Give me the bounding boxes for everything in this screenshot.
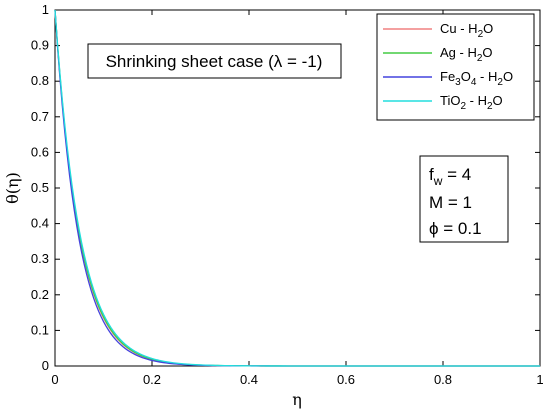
x-tick-label: 0 bbox=[51, 372, 58, 387]
param-fw: fw = 4 bbox=[429, 165, 471, 188]
x-tick-label: 0.2 bbox=[143, 372, 161, 387]
y-tick-label: 0.7 bbox=[31, 109, 49, 124]
y-tick-label: 1 bbox=[42, 2, 49, 17]
legend-entry: Ag - H2O bbox=[440, 45, 493, 64]
x-tick-label: 0.8 bbox=[434, 372, 452, 387]
x-tick-label: 0.4 bbox=[240, 372, 258, 387]
x-axis-ticks: 0 0.2 0.4 0.6 0.8 1 bbox=[51, 10, 544, 387]
x-tick-label: 0.6 bbox=[337, 372, 355, 387]
y-axis-ticks: 0 0.1 0.2 0.3 0.4 0.5 0.6 0.7 0.8 0.9 1 bbox=[31, 2, 540, 373]
series-lines bbox=[54, 9, 540, 367]
y-tick-label: 0.2 bbox=[31, 287, 49, 302]
y-tick-label: 0.5 bbox=[31, 180, 49, 195]
series-line-3 bbox=[54, 9, 540, 367]
param-phi: ϕ = 0.1 bbox=[429, 219, 482, 238]
legend-entry: Cu - H2O bbox=[440, 21, 493, 40]
y-axis-label: θ(η) bbox=[3, 172, 22, 204]
x-tick-label: 1 bbox=[536, 372, 543, 387]
y-tick-label: 0.3 bbox=[31, 251, 49, 266]
legend: Cu - H2O Ag - H2O Fe3O4 - H2O TiO2 - H2O bbox=[376, 13, 535, 121]
annotation-box: Shrinking sheet case (λ = -1) bbox=[87, 43, 342, 79]
legend-entry: TiO2 - H2O bbox=[440, 93, 503, 112]
parameter-box: fw = 4 M = 1 ϕ = 0.1 bbox=[419, 155, 509, 243]
y-tick-label: 0.6 bbox=[31, 144, 49, 159]
annotation-text: Shrinking sheet case (λ = -1) bbox=[106, 52, 323, 71]
y-tick-label: 0.9 bbox=[31, 38, 49, 53]
y-tick-label: 0.4 bbox=[31, 216, 49, 231]
x-axis-label: η bbox=[292, 390, 302, 409]
legend-entry: Fe3O4 - H2O bbox=[440, 69, 513, 88]
y-tick-label: 0 bbox=[42, 358, 49, 373]
y-tick-label: 0.1 bbox=[31, 322, 49, 337]
y-tick-label: 0.8 bbox=[31, 73, 49, 88]
param-m: M = 1 bbox=[429, 193, 472, 212]
